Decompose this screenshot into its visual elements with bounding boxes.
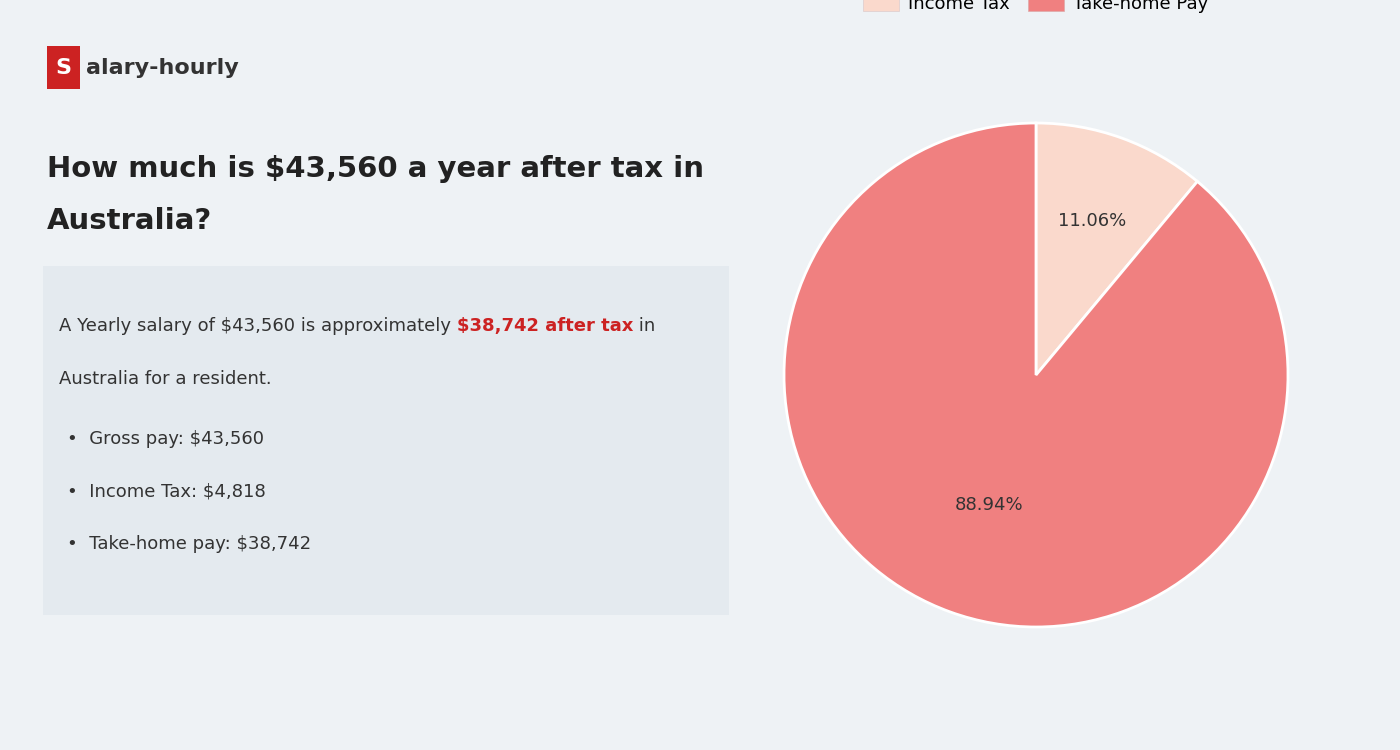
- Text: •  Gross pay: $43,560: • Gross pay: $43,560: [67, 430, 263, 448]
- Text: 88.94%: 88.94%: [955, 496, 1023, 514]
- FancyBboxPatch shape: [43, 266, 729, 615]
- Text: $38,742 after tax: $38,742 after tax: [456, 317, 633, 335]
- Wedge shape: [784, 123, 1288, 627]
- Legend: Income Tax, Take-home Pay: Income Tax, Take-home Pay: [857, 0, 1215, 20]
- Text: 11.06%: 11.06%: [1057, 212, 1126, 230]
- FancyBboxPatch shape: [48, 46, 80, 89]
- Text: A Yearly salary of $43,560 is approximately: A Yearly salary of $43,560 is approximat…: [59, 317, 456, 335]
- Text: S: S: [56, 58, 71, 77]
- Text: Australia for a resident.: Australia for a resident.: [59, 370, 272, 388]
- Text: alary-hourly: alary-hourly: [87, 58, 239, 77]
- Text: Australia?: Australia?: [48, 207, 213, 236]
- Text: How much is $43,560 a year after tax in: How much is $43,560 a year after tax in: [48, 154, 704, 183]
- Wedge shape: [1036, 123, 1197, 375]
- Text: in: in: [633, 317, 655, 335]
- Text: •  Take-home pay: $38,742: • Take-home pay: $38,742: [67, 535, 311, 553]
- Text: •  Income Tax: $4,818: • Income Tax: $4,818: [67, 482, 266, 500]
